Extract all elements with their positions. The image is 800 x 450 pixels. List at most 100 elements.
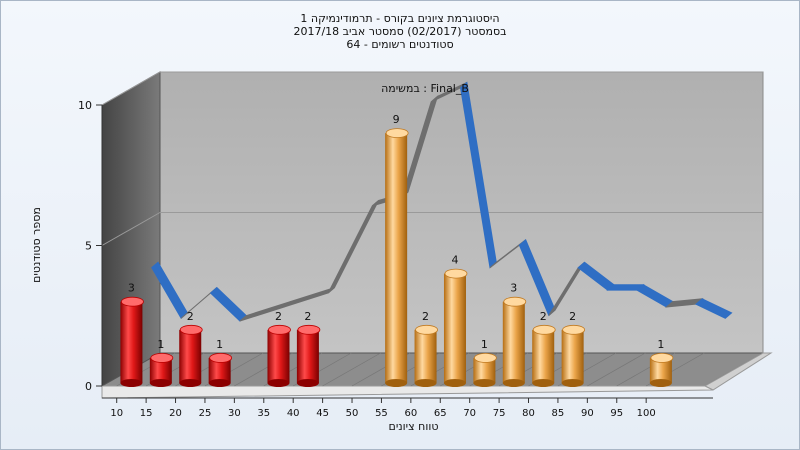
bar-body-3: [208, 357, 231, 383]
bar-label-10: 3: [510, 282, 517, 295]
bar-body-10: [502, 301, 525, 383]
x-tick-label-50: 50: [346, 408, 359, 419]
chart-title-line-3: סטודנטים רשומים - 64: [346, 38, 454, 51]
bar-base-12: [561, 379, 584, 387]
x-tick-label-80: 80: [522, 408, 535, 419]
bar-top-12: [562, 324, 586, 335]
curve-annotation: במשימה : Final_B: [381, 82, 469, 95]
bar-1: [149, 352, 174, 387]
bar-base-5: [296, 379, 319, 387]
x-tick-label-40: 40: [287, 408, 300, 419]
x-tick-label-70: 70: [463, 408, 476, 419]
bar-label-13: 1: [657, 338, 664, 351]
bar-label-8: 4: [451, 254, 458, 267]
bar-top-0: [121, 296, 144, 307]
bar-base-11: [532, 379, 555, 387]
bar-top-13: [650, 352, 674, 363]
bar-body-7: [414, 329, 437, 383]
x-tick-label-30: 30: [228, 408, 241, 419]
x-tick-label-35: 35: [257, 408, 270, 419]
bar-top-2: [179, 324, 203, 335]
x-axis-title: טווח ציונים: [389, 420, 439, 433]
bar-2: [179, 324, 203, 387]
bar-label-7: 2: [422, 310, 429, 323]
bar-6: [385, 128, 409, 387]
bar-base-7: [414, 379, 437, 387]
bar-label-11: 2: [540, 310, 547, 323]
front-floor-edge: [101, 385, 714, 399]
gridline-left-5: [101, 212, 161, 246]
bar-body-0: [120, 301, 143, 383]
bar-top-11: [532, 324, 556, 335]
bar-top-1: [150, 352, 174, 363]
x-tick-label-65: 65: [434, 408, 447, 419]
bar-10: [502, 296, 527, 387]
bar-body-5: [296, 329, 319, 383]
bar-body-11: [532, 329, 555, 383]
bar-body-12: [561, 329, 584, 383]
y-tick-label-5: 5: [85, 240, 92, 253]
bar-body-1: [149, 357, 172, 383]
bar-base-8: [443, 379, 466, 387]
bar-label-6: 9: [393, 113, 400, 126]
bar-body-4: [267, 329, 290, 383]
bar-label-5: 2: [304, 310, 311, 323]
x-tick-label-45: 45: [316, 408, 329, 419]
bar-7: [414, 324, 438, 387]
y-tick-label-10: 10: [78, 99, 92, 112]
bar-0: [120, 296, 144, 387]
bar-top-7: [415, 324, 438, 335]
curve-segment-17: [694, 298, 733, 319]
bar-top-5: [297, 324, 321, 335]
x-tick-label-60: 60: [404, 408, 417, 419]
bar-top-9: [473, 352, 497, 363]
bar-base-10: [502, 379, 525, 387]
x-tick-label-95: 95: [610, 408, 623, 419]
x-tick-label-85: 85: [552, 408, 565, 419]
bar-body-2: [179, 329, 202, 383]
x-tick-label-100: 100: [637, 408, 656, 419]
bar-top-4: [268, 324, 291, 335]
bar-top-3: [209, 352, 233, 363]
bar-base-2: [179, 379, 202, 387]
bar-13: [649, 352, 674, 387]
bar-top-8: [444, 268, 468, 279]
bar-base-1: [149, 379, 172, 387]
bar-body-13: [649, 357, 672, 383]
y-axis-title: מספר סטודנטים: [30, 207, 43, 283]
bar-label-12: 2: [569, 310, 576, 323]
bar-9: [473, 352, 497, 387]
chart-title-line-2: בסמסטר (02/2017) סמסטר אביב 2017/18: [293, 25, 507, 38]
bar-12: [561, 324, 586, 387]
bar-body-9: [473, 357, 496, 383]
x-tick-label-75: 75: [493, 408, 506, 419]
x-tick-label-20: 20: [169, 408, 182, 419]
x-tick-label-25: 25: [199, 408, 212, 419]
bar-base-6: [385, 379, 408, 387]
bar-base-9: [473, 379, 496, 387]
bar-label-4: 2: [275, 310, 282, 323]
bar-label-1: 1: [157, 338, 164, 351]
x-tick-label-15: 15: [140, 408, 153, 419]
floor-gridline-90: [587, 352, 646, 387]
bar-8: [443, 268, 468, 387]
x-tick-label-90: 90: [581, 408, 594, 419]
floor-gridline-45: [322, 352, 381, 387]
bar-base-0: [120, 379, 143, 387]
chart-title-line-1: היסטוגרמת ציונים בקורס - תרמודינמיקה 1: [300, 12, 500, 25]
bar-label-0: 3: [128, 282, 135, 295]
bar-base-3: [208, 379, 231, 387]
bar-label-3: 1: [216, 338, 223, 351]
bar-3: [208, 352, 233, 387]
bar-label-9: 1: [481, 338, 488, 351]
bar-11: [532, 324, 556, 387]
bar-top-6: [385, 128, 409, 139]
bar-base-13: [649, 379, 672, 387]
bar-base-4: [267, 379, 290, 387]
bar-top-10: [503, 296, 527, 307]
x-tick-label-55: 55: [375, 408, 388, 419]
bar-body-6: [385, 133, 408, 383]
bar-4: [267, 324, 291, 387]
